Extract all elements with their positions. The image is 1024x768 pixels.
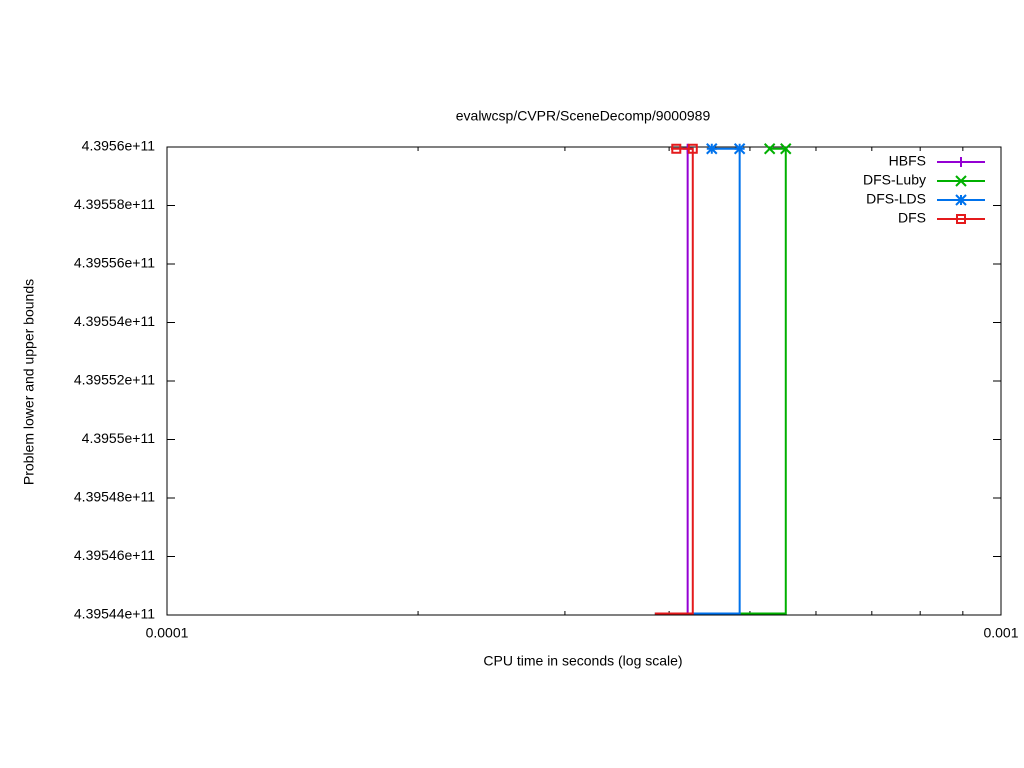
y-tick-label: 4.39554e+11 [74,313,155,329]
x-tick-label: 0.0001 [146,625,189,641]
legend-marker [956,157,966,167]
marker-stroke [671,143,682,154]
y-tick-label: 4.39558e+11 [74,196,155,212]
series-line [654,147,787,615]
point-marker [780,143,792,155]
marker-stroke [780,143,792,155]
y-tick-label: 4.39552e+11 [74,372,155,388]
legend-marker [955,194,967,206]
series-line [654,148,689,615]
point-marker [733,143,746,155]
legend-marker [956,214,966,224]
point-marker [706,143,718,155]
y-axis-label: Problem lower and upper bounds [21,279,37,485]
point-marker [671,143,682,154]
legend-label: DFS-LDS [866,191,926,207]
y-tick-label: 4.3956e+11 [82,138,156,154]
legend-label: DFS-Luby [863,172,926,188]
marker-stroke [955,194,967,206]
y-tick-label: 4.39548e+11 [74,489,155,505]
legend-marker [955,175,967,187]
plot-frame [166,146,1002,616]
marker-stroke [706,143,718,155]
legend-label: DFS [898,210,926,226]
marker-stroke [687,143,698,154]
legend-label: HBFS [889,153,926,169]
marker-stroke [733,143,746,155]
x-axis-label: CPU time in seconds (log scale) [483,653,682,669]
y-tick-label: 4.39556e+11 [74,255,155,271]
y-tick-label: 4.39546e+11 [74,547,155,563]
series-line [654,147,694,615]
y-tick-label: 4.3955e+11 [82,430,156,446]
marker-stroke [763,143,776,155]
marker-stroke [955,175,967,187]
chart-title: evalwcsp/CVPR/SceneDecomp/9000989 [456,108,711,124]
point-marker [763,143,776,155]
y-tick-label: 4.39544e+11 [74,606,155,622]
marker-stroke [956,214,966,224]
point-marker [687,143,698,154]
series-line [654,147,741,615]
x-tick-label: 0.001 [983,625,1018,641]
